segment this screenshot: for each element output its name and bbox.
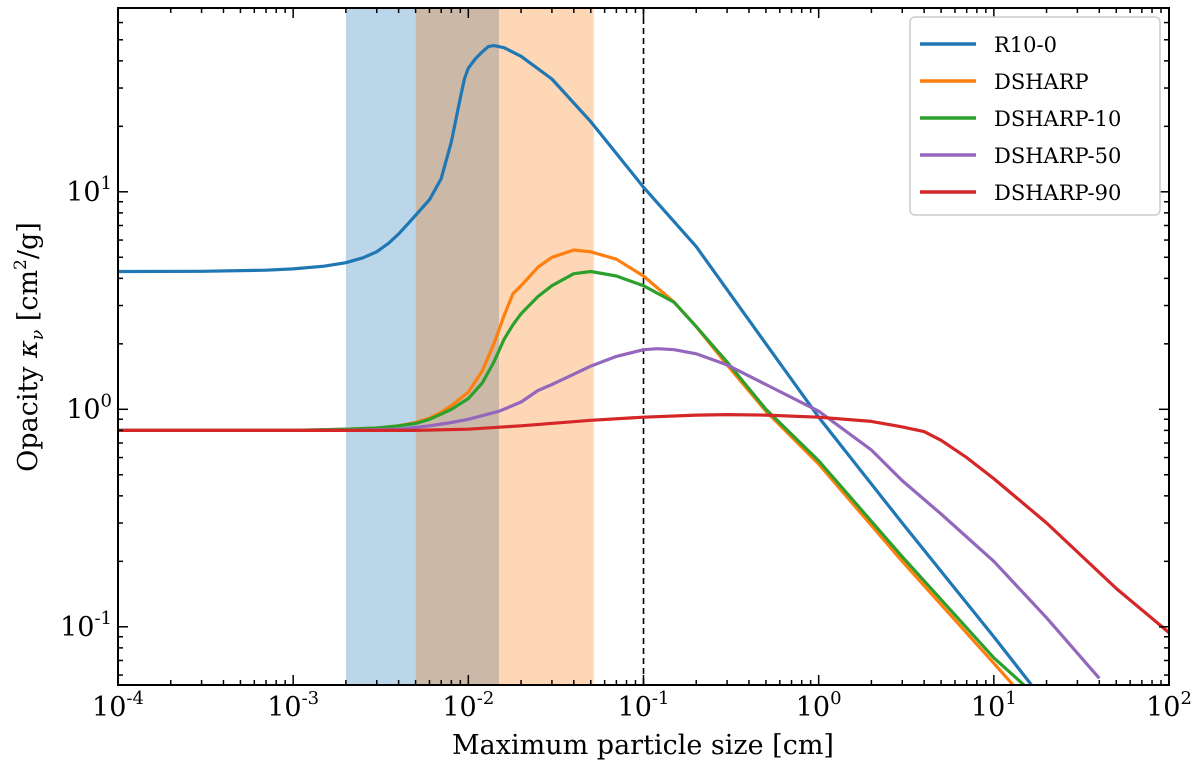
- legend-label-dsharp-50: DSHARP-50: [994, 144, 1121, 168]
- y-tick-label: 100: [66, 390, 112, 425]
- series-line-dsharp-10: [118, 269, 1027, 685]
- x-tick-label: 102: [1146, 688, 1192, 723]
- legend-label-dsharp-90: DSHARP-90: [994, 181, 1121, 205]
- shaded-regions: [345, 8, 594, 685]
- x-tick-label: 10-3: [267, 688, 319, 723]
- shaded-region-3: [499, 8, 594, 685]
- y-tick-label: 101: [66, 173, 112, 208]
- legend-box: [909, 16, 1161, 216]
- legend-label-dsharp: DSHARP: [994, 70, 1089, 94]
- series-lines: [118, 44, 1169, 685]
- y-tick-label: 10-1: [60, 608, 112, 643]
- series-line-dsharp-50: [118, 347, 1101, 680]
- x-tick-label: 101: [971, 688, 1017, 723]
- series-line-dsharp-90: [118, 413, 1169, 634]
- shaded-region-1: [345, 8, 416, 685]
- x-axis-label: Maximum particle size [cm]: [452, 730, 834, 761]
- series-line-r10-0: [118, 44, 1034, 685]
- legend-label-r10-0: R10-0: [994, 33, 1057, 57]
- legend: R10-0 DSHARP DSHARP-10 DSHARP-50 DSHARP-90: [909, 16, 1161, 216]
- axis-tick-labels: 10-4 10-3 10-2 10-1 100 101 102 10-1 100 101: [60, 173, 1192, 723]
- x-tick-label: 10-1: [618, 688, 670, 723]
- legend-label-dsharp-10: DSHARP-10: [994, 107, 1121, 131]
- x-tick-label: 10-4: [92, 688, 144, 723]
- x-tick-label: 100: [796, 688, 842, 723]
- axis-ticks: [117, 7, 1170, 685]
- x-tick-label: 10-2: [442, 688, 494, 723]
- y-axis-label: Opacity κν [cm2/g]: [11, 222, 48, 472]
- shaded-region-2: [415, 8, 500, 685]
